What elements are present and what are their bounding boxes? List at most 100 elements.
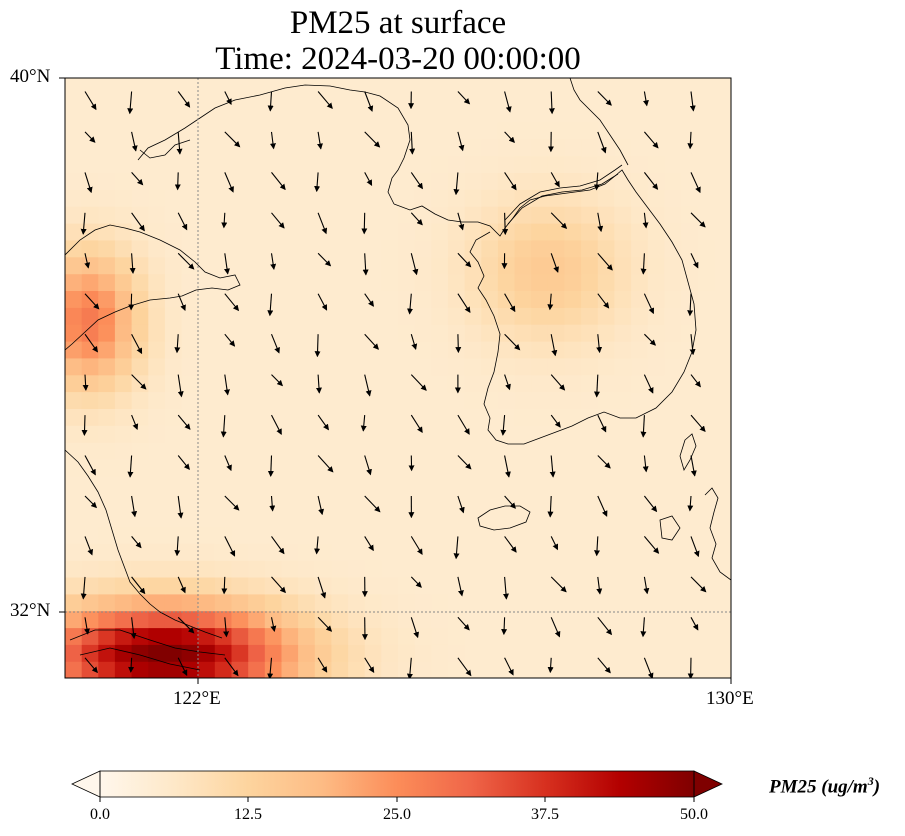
pm25-cell <box>398 661 416 678</box>
pm25-cell <box>214 475 233 494</box>
wind-arrow <box>271 536 285 555</box>
pm25-cell <box>464 206 482 224</box>
pm25-cell <box>181 408 199 426</box>
pm25-cell <box>564 509 582 527</box>
pm25-cell <box>481 610 499 629</box>
pm25-cell <box>447 593 466 612</box>
pm25-cell <box>398 458 416 477</box>
pm25-cell <box>664 408 682 426</box>
pm25-cell <box>248 576 266 595</box>
pm25-cell <box>131 324 149 342</box>
pm25-cell <box>447 290 466 308</box>
pm25-cell <box>314 172 333 190</box>
pm25-cell <box>314 526 333 544</box>
pm25-cell <box>231 324 249 342</box>
pm25-cell <box>264 307 283 325</box>
pm25-cell <box>81 206 99 224</box>
pm25-cell <box>331 206 349 224</box>
pm25-cell <box>114 458 133 477</box>
pm25-cell <box>564 644 582 662</box>
pm25-cell <box>398 155 416 173</box>
pm25-cell <box>281 138 299 157</box>
pm25-cell <box>514 239 532 258</box>
pm25-cell <box>581 324 599 342</box>
wind-arrow <box>131 414 139 431</box>
pm25-cell <box>481 509 499 527</box>
pm25-cell <box>65 644 83 662</box>
wind-arrow <box>131 536 142 549</box>
wind-arrow <box>410 617 420 639</box>
wind-arrow <box>174 334 181 354</box>
pm25-cell <box>281 324 299 342</box>
pm25-cell <box>198 543 216 561</box>
pm25-cell <box>264 526 283 544</box>
wind-arrow <box>596 576 603 595</box>
pm25-cell <box>398 509 416 527</box>
pm25-cell <box>697 206 715 224</box>
pm25-cell <box>214 374 233 393</box>
pm25-cell <box>198 576 216 595</box>
pm25-cell <box>65 526 83 544</box>
pm25-cell <box>647 543 665 561</box>
pm25-cell <box>148 105 166 123</box>
pm25-cell <box>647 256 665 275</box>
pm25-cell <box>65 593 83 612</box>
wind-arrow <box>84 293 100 310</box>
pm25-cell <box>98 239 116 258</box>
pm25-cell <box>281 273 299 291</box>
pm25-cell <box>314 155 333 173</box>
pm25-cell <box>531 88 549 106</box>
pm25-cell <box>381 172 399 190</box>
pm25-cell <box>614 644 632 662</box>
pm25-cell <box>631 560 649 578</box>
pm25-cell <box>148 206 166 224</box>
pm25-cell <box>564 661 582 678</box>
pm25-cell <box>597 307 615 325</box>
pm25-cell <box>298 88 316 106</box>
pm25-cell <box>664 442 682 460</box>
pm25-cell <box>281 256 299 275</box>
pm25-cell <box>181 88 199 106</box>
pm25-cell <box>248 105 266 123</box>
pm25-cell <box>348 610 366 629</box>
pm25-cell <box>431 661 449 678</box>
wind-arrow <box>689 91 696 112</box>
pm25-cell <box>447 307 466 325</box>
pm25-cell <box>547 391 566 409</box>
pm25-cell <box>264 492 283 511</box>
pm25-cell <box>98 408 116 426</box>
pm25-cell <box>98 324 116 342</box>
pm25-cell <box>231 391 249 409</box>
pm25-cell <box>181 425 199 443</box>
pm25-cell <box>614 610 632 629</box>
pm25-cell <box>514 475 532 494</box>
pm25-cell <box>314 357 333 376</box>
pm25-cell <box>547 661 566 678</box>
wind-arrow <box>453 536 460 560</box>
pm25-cell <box>281 290 299 308</box>
wind-arrow <box>550 576 567 593</box>
pm25-cell <box>414 442 432 460</box>
pm25-cell <box>481 458 499 477</box>
pm25-cell <box>664 357 682 376</box>
pm25-cell <box>248 458 266 477</box>
pm25-cell <box>331 340 349 359</box>
wind-arrow <box>317 212 328 235</box>
pm25-cell <box>148 475 166 494</box>
pm25-cell <box>714 526 731 544</box>
pm25-cell <box>547 78 566 89</box>
lat-tick-40n: 40°N <box>10 66 51 87</box>
pm25-cell <box>714 324 731 342</box>
pm25-cell <box>631 324 649 342</box>
pm25-cell <box>181 526 199 544</box>
pm25-cell <box>664 256 682 275</box>
pm25-cell <box>281 155 299 173</box>
pm25-cell <box>381 391 399 409</box>
pm25-cell <box>614 627 632 645</box>
pm25-cell <box>198 78 216 89</box>
pm25-cell <box>431 121 449 140</box>
pm25-cell <box>248 138 266 157</box>
pm25-cell <box>647 273 665 291</box>
pm25-cell <box>447 357 466 376</box>
pm25-cell <box>281 391 299 409</box>
